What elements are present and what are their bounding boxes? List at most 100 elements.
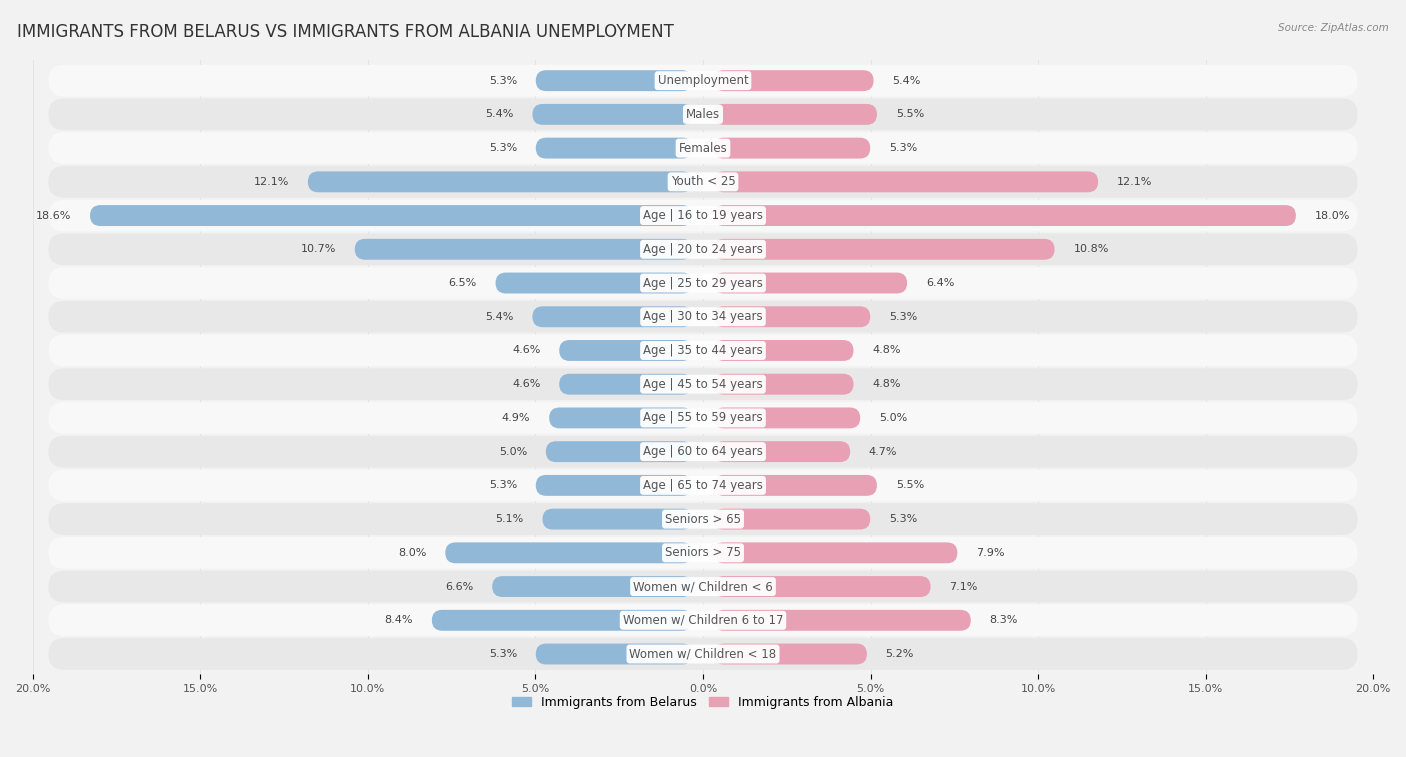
Text: IMMIGRANTS FROM BELARUS VS IMMIGRANTS FROM ALBANIA UNEMPLOYMENT: IMMIGRANTS FROM BELARUS VS IMMIGRANTS FR… bbox=[17, 23, 673, 41]
Text: Age | 60 to 64 years: Age | 60 to 64 years bbox=[643, 445, 763, 458]
FancyBboxPatch shape bbox=[713, 273, 907, 294]
Text: Age | 35 to 44 years: Age | 35 to 44 years bbox=[643, 344, 763, 357]
Text: 8.4%: 8.4% bbox=[385, 615, 413, 625]
Text: 4.9%: 4.9% bbox=[502, 413, 530, 423]
Text: 12.1%: 12.1% bbox=[1116, 177, 1153, 187]
Text: 18.6%: 18.6% bbox=[37, 210, 72, 220]
FancyBboxPatch shape bbox=[546, 441, 693, 462]
Text: 6.5%: 6.5% bbox=[449, 278, 477, 288]
Text: 5.3%: 5.3% bbox=[489, 481, 517, 491]
Text: 10.8%: 10.8% bbox=[1073, 245, 1109, 254]
FancyBboxPatch shape bbox=[560, 374, 693, 394]
Text: 10.7%: 10.7% bbox=[301, 245, 336, 254]
Text: Age | 20 to 24 years: Age | 20 to 24 years bbox=[643, 243, 763, 256]
Text: 4.6%: 4.6% bbox=[512, 379, 540, 389]
Text: 5.3%: 5.3% bbox=[889, 514, 917, 524]
FancyBboxPatch shape bbox=[536, 643, 693, 665]
FancyBboxPatch shape bbox=[308, 171, 693, 192]
Text: Males: Males bbox=[686, 108, 720, 121]
Text: Age | 55 to 59 years: Age | 55 to 59 years bbox=[643, 411, 763, 425]
Text: Age | 65 to 74 years: Age | 65 to 74 years bbox=[643, 479, 763, 492]
FancyBboxPatch shape bbox=[536, 138, 693, 158]
FancyBboxPatch shape bbox=[713, 104, 877, 125]
FancyBboxPatch shape bbox=[48, 267, 1358, 299]
Text: 4.8%: 4.8% bbox=[872, 379, 901, 389]
Text: Seniors > 75: Seniors > 75 bbox=[665, 547, 741, 559]
FancyBboxPatch shape bbox=[713, 239, 1054, 260]
Legend: Immigrants from Belarus, Immigrants from Albania: Immigrants from Belarus, Immigrants from… bbox=[508, 691, 898, 714]
Text: Females: Females bbox=[679, 142, 727, 154]
Text: 5.3%: 5.3% bbox=[889, 143, 917, 153]
Text: 5.3%: 5.3% bbox=[489, 143, 517, 153]
FancyBboxPatch shape bbox=[533, 307, 693, 327]
FancyBboxPatch shape bbox=[713, 307, 870, 327]
Text: 4.6%: 4.6% bbox=[512, 345, 540, 356]
FancyBboxPatch shape bbox=[90, 205, 693, 226]
Text: 7.1%: 7.1% bbox=[949, 581, 977, 591]
Text: Age | 45 to 54 years: Age | 45 to 54 years bbox=[643, 378, 763, 391]
FancyBboxPatch shape bbox=[713, 643, 868, 665]
FancyBboxPatch shape bbox=[48, 638, 1358, 670]
FancyBboxPatch shape bbox=[495, 273, 693, 294]
FancyBboxPatch shape bbox=[713, 475, 877, 496]
Text: 5.4%: 5.4% bbox=[893, 76, 921, 86]
FancyBboxPatch shape bbox=[536, 70, 693, 91]
Text: 4.8%: 4.8% bbox=[872, 345, 901, 356]
FancyBboxPatch shape bbox=[48, 200, 1358, 232]
FancyBboxPatch shape bbox=[48, 301, 1358, 332]
Text: 6.4%: 6.4% bbox=[927, 278, 955, 288]
FancyBboxPatch shape bbox=[48, 369, 1358, 400]
FancyBboxPatch shape bbox=[550, 407, 693, 428]
Text: Women w/ Children < 6: Women w/ Children < 6 bbox=[633, 580, 773, 593]
Text: 5.3%: 5.3% bbox=[489, 76, 517, 86]
Text: Age | 16 to 19 years: Age | 16 to 19 years bbox=[643, 209, 763, 222]
FancyBboxPatch shape bbox=[48, 65, 1358, 96]
FancyBboxPatch shape bbox=[48, 604, 1358, 636]
Text: Source: ZipAtlas.com: Source: ZipAtlas.com bbox=[1278, 23, 1389, 33]
FancyBboxPatch shape bbox=[713, 407, 860, 428]
FancyBboxPatch shape bbox=[446, 542, 693, 563]
FancyBboxPatch shape bbox=[48, 335, 1358, 366]
Text: Seniors > 65: Seniors > 65 bbox=[665, 512, 741, 525]
Text: 5.2%: 5.2% bbox=[886, 649, 914, 659]
FancyBboxPatch shape bbox=[713, 542, 957, 563]
Text: 5.5%: 5.5% bbox=[896, 481, 924, 491]
FancyBboxPatch shape bbox=[492, 576, 693, 597]
FancyBboxPatch shape bbox=[713, 610, 970, 631]
Text: 5.4%: 5.4% bbox=[485, 312, 513, 322]
Text: 7.9%: 7.9% bbox=[976, 548, 1005, 558]
Text: 18.0%: 18.0% bbox=[1315, 210, 1350, 220]
FancyBboxPatch shape bbox=[48, 469, 1358, 501]
Text: 5.3%: 5.3% bbox=[489, 649, 517, 659]
FancyBboxPatch shape bbox=[536, 475, 693, 496]
FancyBboxPatch shape bbox=[432, 610, 693, 631]
FancyBboxPatch shape bbox=[48, 503, 1358, 535]
FancyBboxPatch shape bbox=[354, 239, 693, 260]
FancyBboxPatch shape bbox=[48, 402, 1358, 434]
FancyBboxPatch shape bbox=[713, 441, 851, 462]
FancyBboxPatch shape bbox=[713, 70, 873, 91]
Text: 6.6%: 6.6% bbox=[446, 581, 474, 591]
FancyBboxPatch shape bbox=[48, 233, 1358, 265]
FancyBboxPatch shape bbox=[48, 537, 1358, 569]
Text: Women w/ Children 6 to 17: Women w/ Children 6 to 17 bbox=[623, 614, 783, 627]
Text: 5.3%: 5.3% bbox=[889, 312, 917, 322]
Text: Women w/ Children < 18: Women w/ Children < 18 bbox=[630, 647, 776, 661]
FancyBboxPatch shape bbox=[713, 374, 853, 394]
Text: 5.5%: 5.5% bbox=[896, 109, 924, 120]
FancyBboxPatch shape bbox=[560, 340, 693, 361]
Text: Youth < 25: Youth < 25 bbox=[671, 176, 735, 188]
FancyBboxPatch shape bbox=[713, 138, 870, 158]
FancyBboxPatch shape bbox=[48, 98, 1358, 130]
Text: 8.0%: 8.0% bbox=[398, 548, 426, 558]
FancyBboxPatch shape bbox=[713, 171, 1098, 192]
FancyBboxPatch shape bbox=[533, 104, 693, 125]
Text: 5.0%: 5.0% bbox=[879, 413, 907, 423]
FancyBboxPatch shape bbox=[48, 571, 1358, 603]
FancyBboxPatch shape bbox=[48, 132, 1358, 164]
Text: Age | 30 to 34 years: Age | 30 to 34 years bbox=[643, 310, 763, 323]
Text: 4.7%: 4.7% bbox=[869, 447, 897, 456]
Text: 5.1%: 5.1% bbox=[495, 514, 523, 524]
FancyBboxPatch shape bbox=[713, 205, 1296, 226]
Text: Unemployment: Unemployment bbox=[658, 74, 748, 87]
